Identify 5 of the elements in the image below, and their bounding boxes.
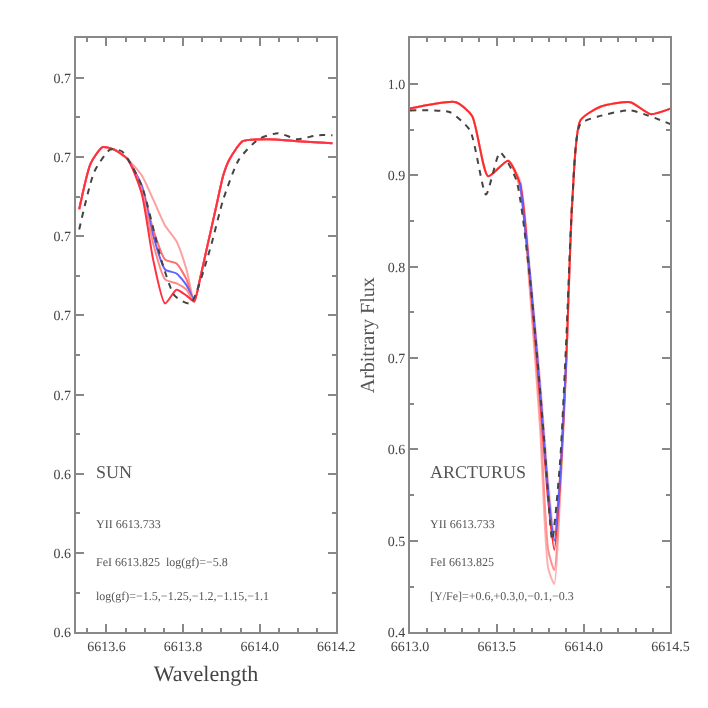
y-axis-title: Arbitrary Flux (357, 277, 380, 394)
annotation: SUN (96, 462, 134, 482)
x-axis-title: Wavelength (153, 663, 260, 688)
line-series (126, 158, 196, 303)
annotation: ARCTURUS (430, 462, 527, 482)
